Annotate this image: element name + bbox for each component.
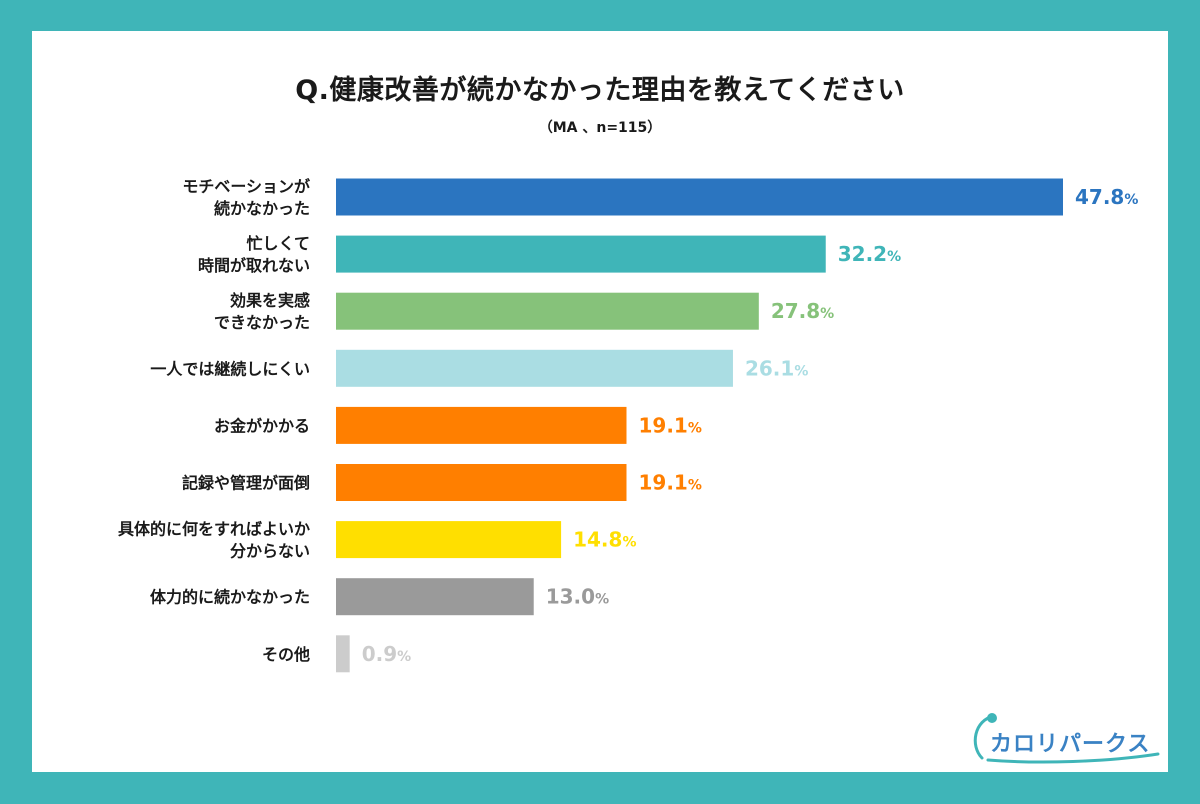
value-unit: % [820,306,834,322]
value-label: 47.8% [1075,185,1138,209]
category-label: 具体的に何をすればよいか [118,520,310,539]
value-unit: % [688,420,702,436]
bar [336,521,562,559]
value-number: 32.2 [838,242,887,266]
category-label: 一人では継続しにくい [150,359,310,378]
chart-card [32,31,1168,772]
category-label: 記録や管理が面倒 [182,474,310,493]
brand-logo: カロリパークス [968,706,1168,766]
category-label: できなかった [214,313,310,332]
value-label: 32.2% [838,242,901,266]
category-label: モチベーションが [182,177,310,196]
category-label: 忙しくて [246,234,310,253]
value-unit: % [622,535,636,551]
category-label: お金がかかる [214,416,310,435]
value-label: 19.1% [638,471,701,495]
value-number: 26.1 [745,356,794,380]
category-label: その他 [262,645,310,664]
value-number: 47.8 [1075,185,1124,209]
logo-swoosh-icon [973,713,1160,764]
logo-text: カロリパークス [990,732,1151,757]
value-unit: % [397,649,411,665]
bar [336,464,627,501]
category-label: 効果を実感 [230,291,310,310]
bar [336,235,826,273]
value-unit: % [794,363,808,379]
bar [336,178,1063,216]
bar [336,406,627,444]
value-number: 27.8 [771,299,820,323]
value-unit: % [595,592,609,608]
bar [336,292,759,330]
value-unit: % [887,249,901,265]
value-label: 14.8% [573,528,636,552]
value-label: 0.9% [362,642,411,666]
category-label: 時間が取れない [198,256,310,275]
bar [336,349,733,387]
value-unit: % [1124,192,1138,208]
value-number: 19.1 [638,413,687,437]
value-number: 14.8 [573,528,622,552]
value-label: 27.8% [771,299,834,323]
chart-subtitle: （MA 、n=115） [538,120,662,136]
value-number: 19.1 [638,471,687,495]
bar [336,635,350,673]
value-number: 0.9 [362,642,397,666]
value-number: 13.0 [546,585,595,609]
category-label: 続かなかった [214,199,310,218]
category-label: 体力的に続かなかった [150,588,310,607]
value-label: 26.1% [745,356,808,380]
value-unit: % [688,478,702,494]
category-label: 分からない [230,542,310,561]
bar [336,578,534,616]
value-label: 13.0% [546,585,609,609]
chart-title: Q.健康改善が続かなかった理由を教えてください [295,75,905,106]
value-label: 19.1% [638,413,701,437]
